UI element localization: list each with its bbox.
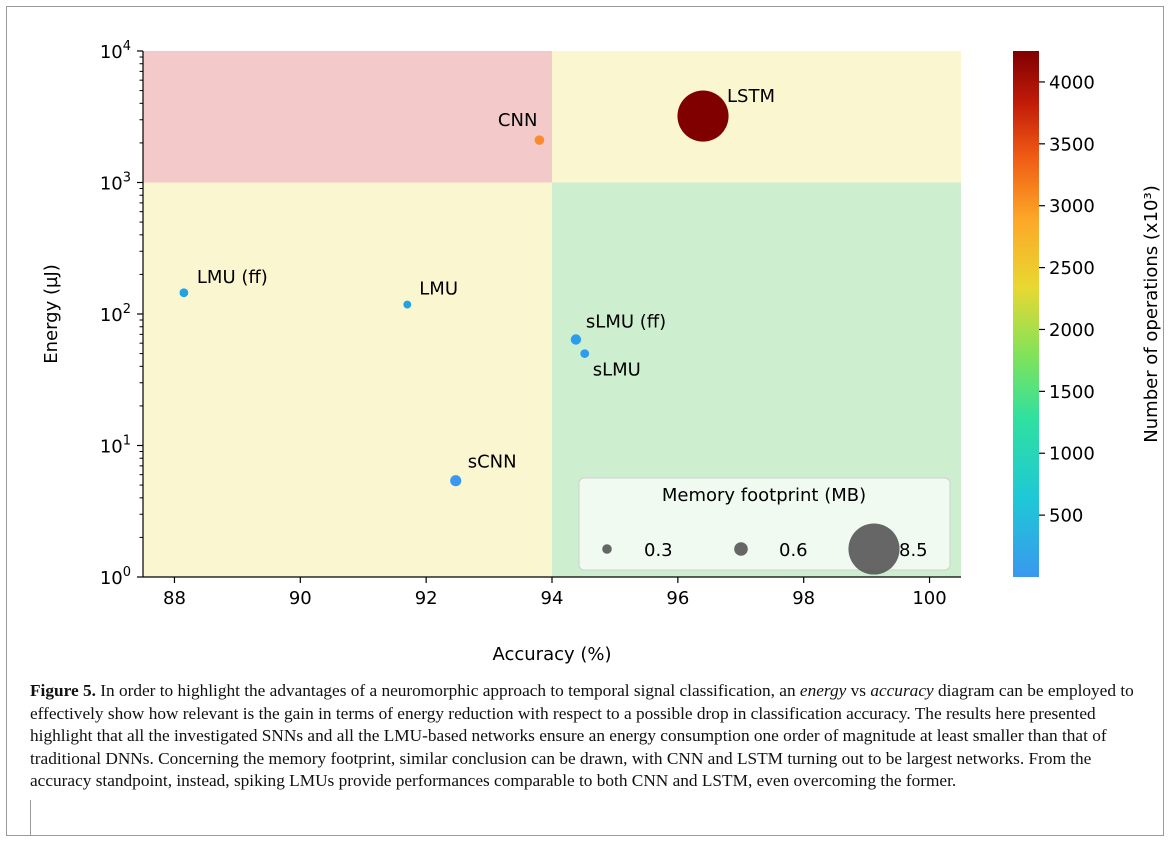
figure-caption: Figure 5. In order to highlight the adva… [30, 680, 1140, 793]
x-tick-label: 94 [541, 588, 564, 609]
colorbar-tick-label: 1500 [1049, 382, 1095, 403]
y-tick-label: 102 [100, 302, 131, 326]
legend-marker [848, 523, 900, 575]
caption-emphasis-energy: energy [799, 681, 847, 700]
point-cnn [534, 135, 545, 145]
legend-item-label: 0.3 [644, 540, 673, 561]
colorbar-tick-label: 2500 [1049, 258, 1095, 279]
point-lmu-ff- [179, 288, 189, 298]
x-tick-label: 90 [289, 588, 312, 609]
quadrant-region-2 [143, 182, 552, 577]
colorbar-tick-label: 1000 [1049, 444, 1095, 465]
y-tick-label: 104 [100, 39, 131, 63]
colorbar-tick-label: 3000 [1049, 196, 1095, 217]
point-lmu [403, 300, 412, 309]
caption-rule [30, 800, 31, 836]
figure-frame [6, 6, 1164, 836]
point-label: CNN [498, 110, 538, 131]
point-label: LSTM [727, 86, 775, 107]
quadrant-region-0 [143, 51, 552, 183]
point-slmu-ff- [570, 334, 582, 345]
x-axis-label: Accuracy (%) [492, 644, 611, 665]
caption-label: Figure 5. [30, 681, 96, 700]
point-scnn [450, 475, 462, 487]
colorbar [1013, 51, 1039, 577]
point-lstm [677, 90, 729, 142]
x-tick-label: 96 [666, 588, 689, 609]
caption-text-3: diagram can be employed to effectively s… [30, 681, 1134, 790]
colorbar-tick-label: 500 [1049, 506, 1083, 527]
y-tick-label: 103 [100, 171, 131, 195]
scatter-chart: 88 90 92 94 96 98 100 100 101 102 103 104 Accuracy (… [41, 39, 1162, 665]
caption-text-1: In order to highlight the advantages of … [95, 681, 800, 700]
x-tick-label: 100 [912, 588, 946, 609]
y-tick-label: 101 [100, 434, 131, 458]
legend-item-label: 8.5 [899, 540, 928, 561]
legend-marker [602, 544, 612, 554]
caption-text-2: vs [846, 681, 871, 700]
point-label: sLMU (ff) [586, 311, 666, 332]
point-label: sLMU [593, 360, 641, 381]
x-tick-label: 98 [792, 588, 815, 609]
legend-item-label: 0.6 [779, 540, 808, 561]
legend-marker [734, 542, 748, 556]
x-tick-label: 92 [415, 588, 438, 609]
point-label: LMU (ff) [197, 267, 268, 288]
x-tick-label: 88 [163, 588, 186, 609]
point-slmu [580, 349, 590, 358]
colorbar-tick-label: 2000 [1049, 320, 1095, 341]
y-axis-label: Energy (µJ) [41, 264, 62, 364]
point-label: sCNN [468, 452, 517, 473]
colorbar-tick-label: 3500 [1049, 134, 1095, 155]
colorbar-tick-label: 4000 [1049, 72, 1095, 93]
colorbar-label: Number of operations (x10³) [1141, 185, 1162, 442]
quadrant-region-1 [552, 51, 961, 183]
point-label: LMU [419, 279, 458, 300]
caption-emphasis-accuracy: accuracy [870, 681, 934, 700]
legend-title: Memory footprint (MB) [662, 485, 866, 506]
y-tick-label: 100 [100, 565, 131, 589]
